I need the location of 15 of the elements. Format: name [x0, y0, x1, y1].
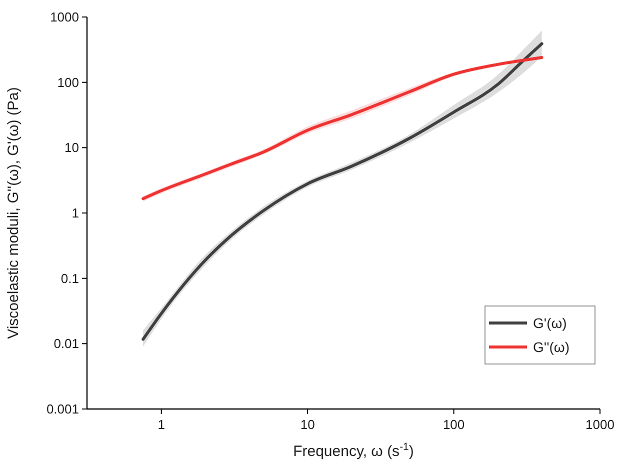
y-tick-label: 0.001: [46, 402, 79, 417]
y-tick-label: 1000: [50, 10, 79, 25]
y-tick-label: 10: [64, 140, 79, 156]
x-tick-label: 1000: [586, 417, 614, 432]
y-tick-label: 100: [57, 74, 79, 90]
legend-label: G'(ω): [533, 314, 567, 331]
x-tick-label: 10: [300, 417, 315, 432]
y-tick-label: 0.1: [60, 270, 79, 286]
x-axis-title: Frequency, ω (s$^{-1}$): [293, 441, 414, 460]
y-tick-label: 1: [72, 206, 79, 221]
y-tick-label: 0.01: [54, 336, 79, 352]
x-tick-label: 100: [442, 417, 465, 432]
x-tick-label: 1: [158, 417, 165, 432]
legend-label: G''(ω): [533, 338, 570, 355]
y-axis-title: Viscoelastic moduli, G''(ω), G'(ω) (Pa): [5, 87, 22, 339]
